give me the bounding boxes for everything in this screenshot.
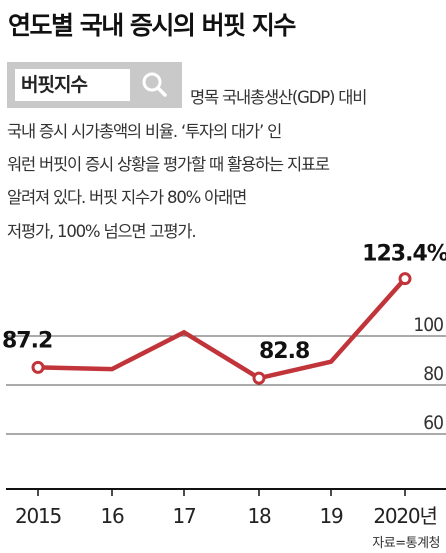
description-line: 워런 버핏이 증시 상황을 평가할 때 활용하는 지표로 xyxy=(7,155,330,174)
x-tick-label: 2015 xyxy=(15,504,61,528)
x-tick-label: 18 xyxy=(247,504,271,528)
data-label: 82.8 xyxy=(259,339,309,364)
search-label: 버핏지수 xyxy=(15,69,130,101)
x-tick-label: 19 xyxy=(319,504,343,528)
x-tick-label: 2020년 xyxy=(373,504,436,528)
description-line: 저평가, 100% 넘으면 고평가. xyxy=(7,222,197,241)
x-tick-label: 16 xyxy=(100,504,124,528)
data-label: 123.4% xyxy=(362,242,446,267)
x-tick-label: 17 xyxy=(172,504,196,528)
y-tick-label: 100 xyxy=(413,314,443,336)
y-tick-label: 80 xyxy=(423,363,443,385)
description-line: 명목 국내총생산(GDP) 대비 xyxy=(190,88,367,107)
data-point-marker xyxy=(398,272,412,286)
data-point-marker xyxy=(31,360,45,374)
source-note: 자료=통계청 xyxy=(372,536,440,551)
page-title: 연도별 국내 증시의 버핏 지수 xyxy=(8,11,296,40)
data-label: 87.2 xyxy=(2,328,52,353)
y-tick-label: 60 xyxy=(423,412,443,434)
search-box: 버핏지수 xyxy=(7,62,182,108)
search-icon xyxy=(142,72,167,97)
series-line xyxy=(37,277,407,381)
description-line: 알려져 있다. 버핏 지수가 80% 아래면 xyxy=(7,188,247,207)
description-line: 국내 증시 시가총액의 비율. ‘투자의 대가’ 인 xyxy=(7,122,282,141)
data-point-marker xyxy=(252,371,266,385)
